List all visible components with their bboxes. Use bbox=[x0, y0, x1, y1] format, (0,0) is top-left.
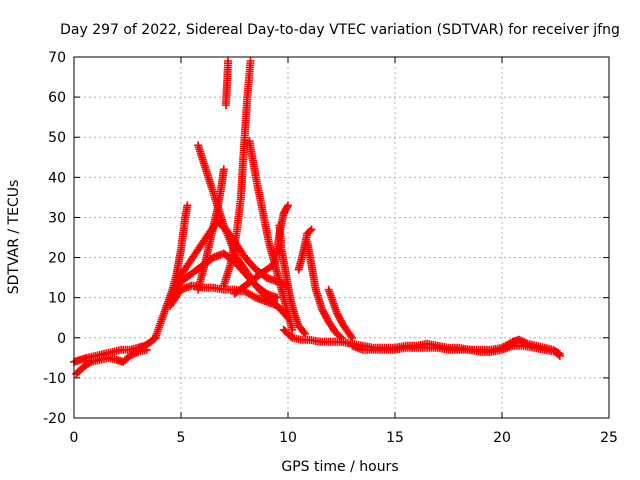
x-axis-label: GPS time / hours bbox=[281, 459, 398, 475]
data-point bbox=[142, 345, 151, 354]
series-decay-10 bbox=[275, 221, 310, 338]
data-point bbox=[554, 350, 563, 359]
data-points bbox=[70, 57, 564, 378]
data-point bbox=[307, 225, 316, 234]
data-point bbox=[286, 332, 295, 341]
data-point bbox=[219, 165, 228, 174]
data-point bbox=[299, 328, 308, 337]
x-tick-label: 5 bbox=[177, 430, 186, 446]
y-tick-label: 50 bbox=[48, 130, 66, 146]
data-point bbox=[85, 358, 94, 367]
data-point bbox=[283, 203, 292, 212]
data-point bbox=[224, 57, 233, 66]
grid bbox=[74, 57, 609, 418]
y-tick-label: 30 bbox=[48, 210, 66, 226]
data-point bbox=[555, 351, 564, 360]
y-axis-ticks: -20 -10 0 10 20 30 40 50 60 70 bbox=[43, 50, 609, 427]
data-point bbox=[284, 201, 292, 210]
x-axis-ticks: 0 5 10 15 20 25 bbox=[70, 57, 618, 446]
chart-title: Day 297 of 2022, Sidereal Day-to-day VTE… bbox=[60, 22, 620, 38]
data-point bbox=[288, 325, 297, 334]
x-tick-label: 20 bbox=[493, 430, 511, 446]
y-tick-label: 0 bbox=[57, 331, 66, 347]
x-tick-label: 0 bbox=[70, 430, 79, 446]
y-tick-label: 20 bbox=[48, 251, 66, 267]
y-tick-label: 10 bbox=[48, 291, 66, 307]
series-bump-12 bbox=[324, 285, 357, 342]
series-spike-8 bbox=[219, 57, 255, 290]
y-tick-label: 40 bbox=[48, 170, 66, 186]
series-decay-8 bbox=[245, 137, 297, 334]
data-point bbox=[346, 332, 355, 341]
series-spike-7 bbox=[221, 57, 233, 110]
y-tick-label: -10 bbox=[43, 371, 66, 387]
series-spike-6.7 bbox=[194, 165, 228, 294]
y-tick-label: -20 bbox=[43, 411, 66, 427]
x-tick-label: 10 bbox=[279, 430, 297, 446]
data-point bbox=[250, 292, 259, 301]
y-tick-label: 60 bbox=[48, 90, 66, 106]
y-axis-label: SDTVAR / TECUs bbox=[6, 180, 22, 295]
series-decay-11 bbox=[303, 237, 346, 342]
y-tick-label: 70 bbox=[48, 50, 66, 66]
series-baseline-left-low bbox=[72, 345, 151, 378]
x-tick-label: 15 bbox=[386, 430, 404, 446]
data-point bbox=[132, 348, 141, 357]
x-tick-label: 25 bbox=[600, 430, 618, 446]
data-point bbox=[306, 226, 315, 235]
plot-border bbox=[73, 56, 610, 419]
data-point bbox=[246, 57, 255, 66]
data-point bbox=[183, 201, 192, 210]
series-baseline-right-low bbox=[348, 341, 564, 360]
